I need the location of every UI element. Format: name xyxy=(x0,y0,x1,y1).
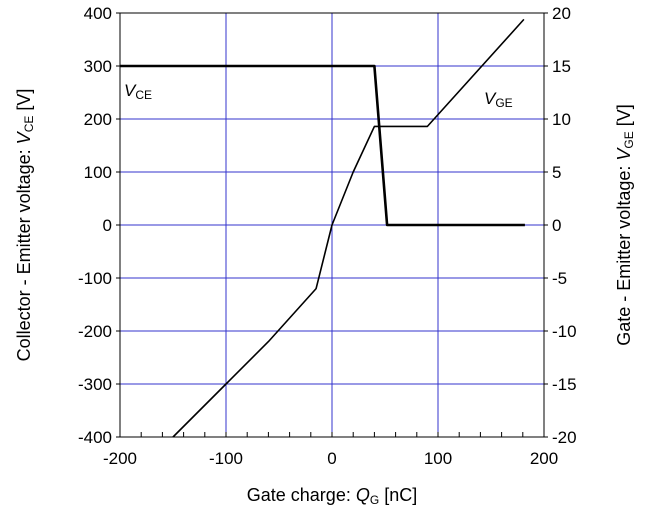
y-left-tick-label: -400 xyxy=(78,428,112,447)
y-left-tick-label: 0 xyxy=(103,216,112,235)
vce-series-label: VCE xyxy=(124,81,152,102)
y-right-tick-label: 10 xyxy=(552,110,571,129)
vge-series-line xyxy=(172,18,525,438)
y-left-tick-label: 400 xyxy=(84,4,112,23)
y-right-tick-label: 0 xyxy=(552,216,561,235)
y-left-tick-label: -200 xyxy=(78,322,112,341)
y-right-tick-label: -20 xyxy=(552,428,577,447)
series-lines xyxy=(120,18,525,438)
y-right-axis-label: Gate - Emitter voltage: VGE [V] xyxy=(614,104,636,345)
y-left-tick-label: 300 xyxy=(84,57,112,76)
y-left-axis-label: Collector - Emitter voltage: VCE [V] xyxy=(14,89,36,362)
y-left-tick-label: 100 xyxy=(84,163,112,182)
x-axis-label: Gate charge: QG [nC] xyxy=(247,485,417,507)
x-tick-label: -200 xyxy=(103,449,137,468)
y-right-tick-label: -15 xyxy=(552,375,577,394)
y-right-tick-label: 15 xyxy=(552,57,571,76)
tick-marks xyxy=(116,12,548,438)
tick-labels: -200 -100 0 100 2004003002001000-100-200-300… xyxy=(78,4,577,468)
x-tick-label: 200 xyxy=(530,449,558,468)
y-right-tick-label: 20 xyxy=(552,4,571,23)
x-tick-label: 100 xyxy=(424,449,452,468)
x-tick-label: 0 xyxy=(327,449,336,468)
y-left-tick-label: -300 xyxy=(78,375,112,394)
y-right-tick-label: 5 xyxy=(552,163,561,182)
y-left-tick-label: -100 xyxy=(78,269,112,288)
vce-series-line xyxy=(120,64,525,227)
y-right-tick-label: -5 xyxy=(552,269,567,288)
y-right-tick-label: -10 xyxy=(552,322,577,341)
vge-series-label: VGE xyxy=(484,89,513,110)
y-left-tick-label: 200 xyxy=(84,110,112,129)
x-tick-label: -100 xyxy=(209,449,243,468)
